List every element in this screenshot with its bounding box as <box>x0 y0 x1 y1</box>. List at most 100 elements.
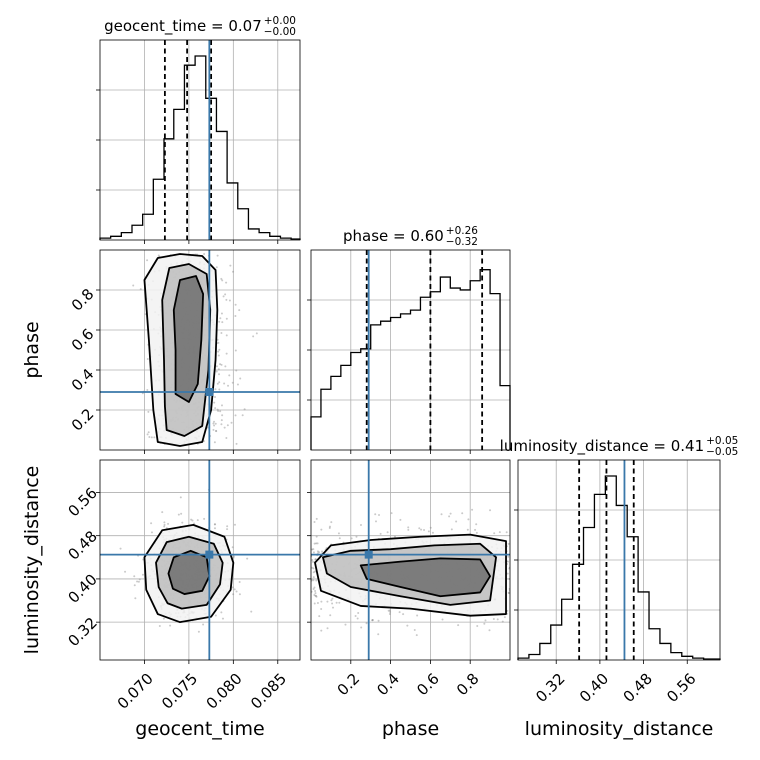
x-tick-label: 0.40 <box>576 670 612 706</box>
sample-point <box>162 617 165 620</box>
sample-point <box>492 617 495 620</box>
sample-point <box>222 295 225 298</box>
panel-frame <box>99 459 301 661</box>
title-plus: +0.00 <box>264 15 296 27</box>
sample-point <box>138 578 141 581</box>
sample-point <box>238 580 241 583</box>
sample-point <box>220 331 223 334</box>
sample-point <box>386 531 389 534</box>
sample-point <box>332 606 335 609</box>
sample-point <box>313 521 316 524</box>
x-tick-label: 0.080 <box>203 670 246 713</box>
sample-point <box>213 527 216 530</box>
sample-point <box>250 610 253 613</box>
sample-point <box>234 303 237 306</box>
sample-point <box>493 532 496 535</box>
contour-line-1 <box>161 263 212 437</box>
sample-point <box>505 531 508 534</box>
sample-point <box>225 298 228 301</box>
sample-point <box>239 377 242 380</box>
sample-point <box>316 542 319 545</box>
sample-point <box>231 381 234 384</box>
title-minus: −0.32 <box>446 236 478 248</box>
sample-point <box>315 594 318 597</box>
sample-point <box>321 550 324 553</box>
sample-point <box>158 624 161 627</box>
sample-point <box>312 571 315 574</box>
sample-point <box>393 535 396 538</box>
sample-point <box>311 560 314 563</box>
sample-point <box>320 528 323 531</box>
sample-point <box>448 515 451 518</box>
sample-point <box>124 570 127 573</box>
sample-point <box>221 321 224 324</box>
sample-point <box>329 614 332 617</box>
sample-point <box>137 580 140 583</box>
sample-point <box>356 617 359 620</box>
sample-point <box>350 537 353 540</box>
sample-point <box>228 299 231 302</box>
density-geocent_time-luminosity_distance <box>119 488 253 633</box>
contour-line-1 <box>322 542 497 606</box>
sample-point <box>420 528 423 531</box>
title-main: luminosity_distance = 0.41 <box>500 437 704 456</box>
sample-point <box>475 531 478 534</box>
sample-point <box>314 558 317 561</box>
sample-point <box>315 595 318 598</box>
sample-point <box>167 522 170 525</box>
sample-point <box>225 352 228 355</box>
sample-point <box>219 410 222 413</box>
sample-point <box>134 597 137 600</box>
x-tick-label: 0.075 <box>158 670 201 713</box>
sample-point <box>371 619 374 622</box>
sample-point <box>223 382 226 385</box>
sample-point <box>312 551 315 554</box>
sample-point <box>387 609 390 612</box>
sample-point <box>236 383 239 386</box>
sample-point <box>360 626 363 629</box>
sample-point <box>227 384 230 387</box>
sample-point <box>354 614 357 617</box>
sample-point <box>218 381 221 384</box>
sample-point <box>379 532 382 535</box>
sample-point <box>221 617 224 620</box>
sample-point <box>344 623 347 626</box>
sample-point <box>197 630 200 633</box>
sample-point <box>133 575 136 578</box>
sample-point <box>471 508 474 511</box>
sample-point <box>215 266 218 269</box>
sample-point <box>213 523 216 526</box>
sample-point <box>233 588 236 591</box>
sample-point <box>217 341 220 344</box>
sample-point <box>238 309 241 312</box>
sample-point <box>196 519 199 522</box>
sample-point <box>388 613 391 616</box>
panel-phase-vs-phase <box>307 249 511 454</box>
contour-line-0 <box>143 523 235 624</box>
sample-point <box>190 518 193 521</box>
y-tick-label: 0.4 <box>68 365 98 395</box>
x-tick-label: 0.32 <box>532 670 568 706</box>
sample-point <box>181 521 184 524</box>
sample-point <box>335 601 338 604</box>
sample-point <box>180 512 183 515</box>
sample-point <box>488 629 491 632</box>
sample-point <box>163 521 166 524</box>
sample-point <box>507 592 510 595</box>
sample-point <box>407 526 410 529</box>
sample-point <box>399 518 402 521</box>
sample-point <box>461 512 464 515</box>
panel-phase-vs-luminosity_distance <box>307 459 511 664</box>
sample-point <box>476 624 479 627</box>
contour-line-1 <box>155 535 224 610</box>
sample-point <box>219 363 222 366</box>
sample-point <box>179 496 182 499</box>
sample-point <box>255 332 258 335</box>
sample-point <box>359 524 362 527</box>
x-axis-label-luminosity_distance: luminosity_distance <box>525 718 714 740</box>
sample-point <box>218 320 221 323</box>
sample-point <box>218 388 221 391</box>
sample-point <box>213 401 216 404</box>
sample-point <box>429 526 432 529</box>
sample-point <box>316 602 319 605</box>
